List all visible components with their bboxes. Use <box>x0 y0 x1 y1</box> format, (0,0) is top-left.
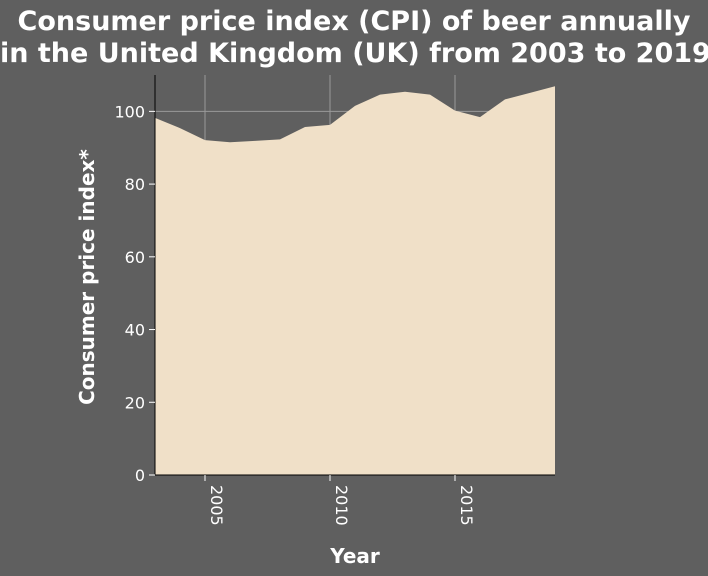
y-tick-label: 80 <box>125 175 145 194</box>
plot-area <box>155 86 555 475</box>
y-axis-label: Consumer price index* <box>75 149 99 405</box>
y-tick-label: 40 <box>125 321 145 340</box>
x-axis-label: Year <box>329 544 380 568</box>
chart-title-line-2: in the United Kingdom (UK) from 2003 to … <box>0 38 708 69</box>
x-tick-label: 2010 <box>332 485 351 526</box>
chart-title: Consumer price index (CPI) of beer annua… <box>0 6 708 70</box>
y-tick-label: 60 <box>125 248 145 267</box>
chart-title-line-1: Consumer price index (CPI) of beer annua… <box>17 6 691 37</box>
area-series <box>155 86 555 475</box>
y-tick-label: 0 <box>135 466 145 485</box>
axes: 0 20 40 60 80 100 2005 2010 2015 <box>114 75 555 526</box>
y-tick-label: 100 <box>114 102 145 121</box>
x-tick-label: 2005 <box>207 485 226 526</box>
x-tick-label: 2015 <box>457 485 476 526</box>
y-tick-label: 20 <box>125 393 145 412</box>
